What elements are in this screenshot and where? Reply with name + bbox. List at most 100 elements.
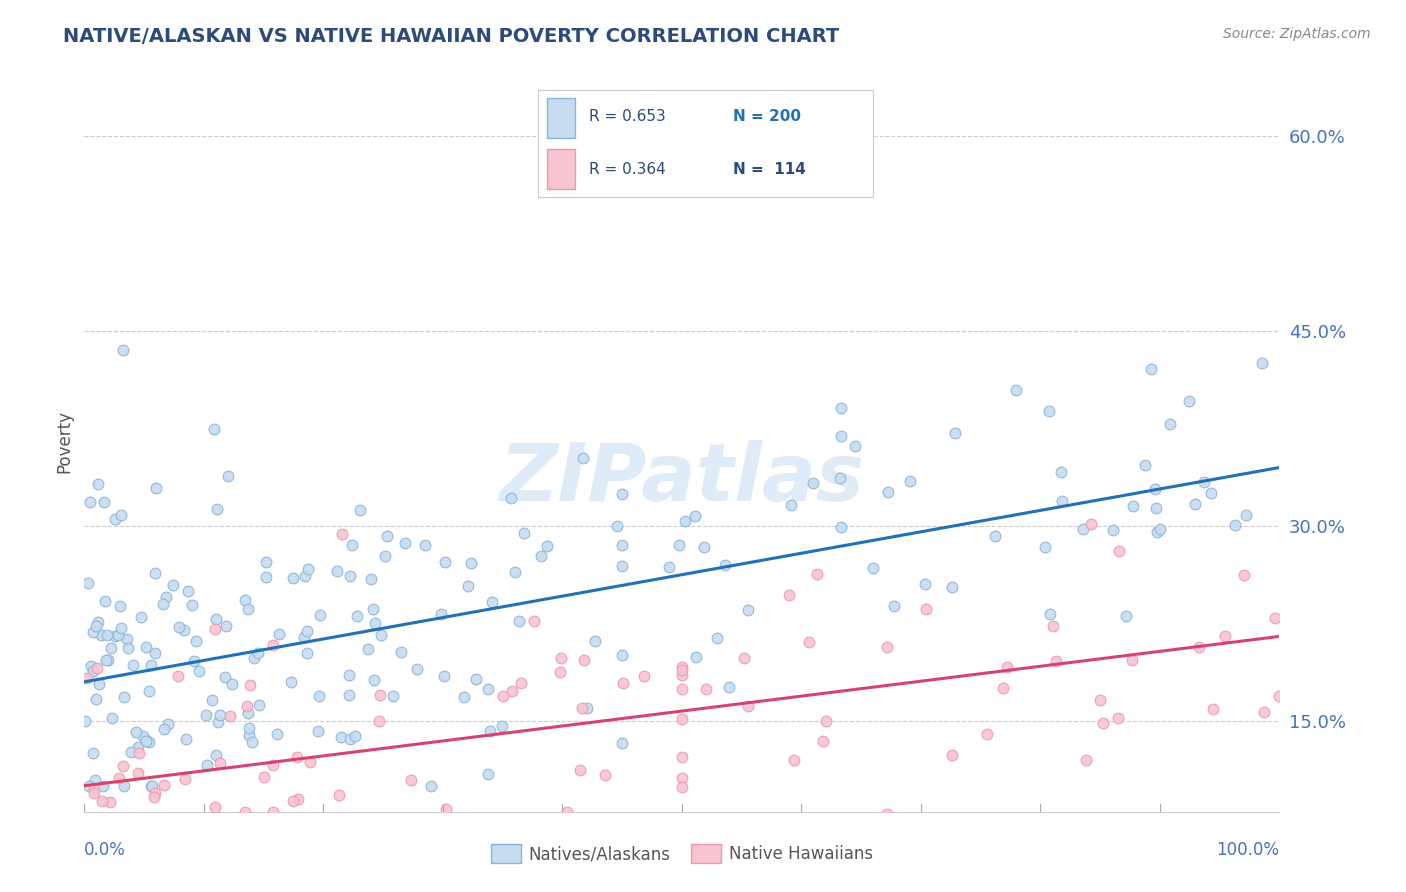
- Point: [349, 502, 371, 516]
- Point: [413, 538, 436, 552]
- Point: [143, 647, 166, 661]
- Point: [394, 536, 416, 550]
- Point: [389, 645, 412, 659]
- Point: [135, 732, 157, 747]
- Point: [876, 640, 898, 654]
- Point: [668, 538, 690, 552]
- Point: [187, 664, 209, 678]
- Point: [298, 755, 321, 769]
- Point: [368, 688, 391, 702]
- Point: [671, 668, 693, 682]
- Point: [157, 717, 180, 731]
- Point: [1133, 458, 1156, 473]
- Point: [201, 693, 224, 707]
- Point: [876, 807, 898, 822]
- Point: [993, 681, 1015, 695]
- Point: [209, 756, 232, 771]
- Text: 0.0%: 0.0%: [84, 841, 127, 859]
- Point: [247, 698, 270, 713]
- Point: [1122, 500, 1144, 514]
- Point: [737, 603, 759, 617]
- Point: [153, 778, 176, 792]
- Point: [228, 830, 250, 844]
- Point: [501, 491, 523, 506]
- Point: [202, 422, 225, 436]
- Point: [671, 750, 693, 764]
- Point: [112, 779, 135, 793]
- Point: [1140, 362, 1163, 376]
- Point: [110, 508, 132, 523]
- Point: [87, 477, 110, 491]
- Point: [830, 401, 852, 416]
- Point: [82, 664, 104, 678]
- Point: [1146, 500, 1168, 515]
- Point: [285, 749, 308, 764]
- Point: [593, 768, 616, 782]
- Point: [941, 580, 963, 594]
- Point: [90, 857, 112, 871]
- Point: [100, 870, 122, 884]
- Point: [671, 771, 693, 785]
- Point: [1102, 523, 1125, 537]
- Point: [96, 628, 118, 642]
- Point: [174, 772, 197, 787]
- Point: [375, 528, 398, 542]
- Point: [219, 709, 242, 723]
- Point: [138, 684, 160, 698]
- Point: [262, 805, 284, 819]
- Point: [671, 712, 693, 726]
- Point: [87, 615, 110, 629]
- Point: [433, 555, 456, 569]
- Point: [287, 791, 309, 805]
- Point: [246, 646, 269, 660]
- Point: [1232, 567, 1254, 582]
- Point: [898, 474, 921, 488]
- Point: [1050, 493, 1073, 508]
- Point: [208, 707, 231, 722]
- Point: [94, 593, 117, 607]
- Point: [111, 759, 134, 773]
- Point: [1076, 754, 1098, 768]
- Point: [104, 836, 127, 850]
- Point: [191, 848, 214, 863]
- Point: [717, 681, 740, 695]
- Point: [1033, 540, 1056, 554]
- Point: [82, 625, 104, 640]
- Point: [297, 624, 319, 638]
- Point: [173, 623, 195, 637]
- Point: [129, 609, 152, 624]
- Point: [1251, 356, 1274, 370]
- Point: [122, 657, 145, 672]
- Point: [811, 733, 834, 747]
- Point: [536, 539, 558, 553]
- Text: 100.0%: 100.0%: [1216, 841, 1279, 859]
- Point: [127, 766, 149, 780]
- Point: [406, 662, 429, 676]
- Point: [135, 733, 157, 747]
- Point: [1223, 518, 1246, 533]
- Point: [446, 834, 468, 848]
- Point: [253, 770, 276, 784]
- Point: [574, 653, 596, 667]
- Point: [174, 731, 197, 746]
- Point: [612, 538, 634, 552]
- Point: [828, 470, 851, 484]
- Point: [529, 821, 551, 835]
- Point: [254, 555, 277, 569]
- Point: [135, 640, 157, 655]
- Point: [673, 514, 696, 528]
- Point: [713, 558, 735, 573]
- Point: [309, 607, 332, 622]
- Point: [344, 729, 367, 743]
- Point: [326, 564, 349, 578]
- Point: [238, 728, 260, 742]
- Point: [976, 727, 998, 741]
- Point: [195, 758, 218, 772]
- Point: [97, 652, 120, 666]
- Point: [128, 746, 150, 760]
- Point: [100, 641, 122, 656]
- Point: [1149, 522, 1171, 536]
- Point: [612, 558, 634, 573]
- Point: [267, 627, 290, 641]
- Point: [141, 813, 163, 827]
